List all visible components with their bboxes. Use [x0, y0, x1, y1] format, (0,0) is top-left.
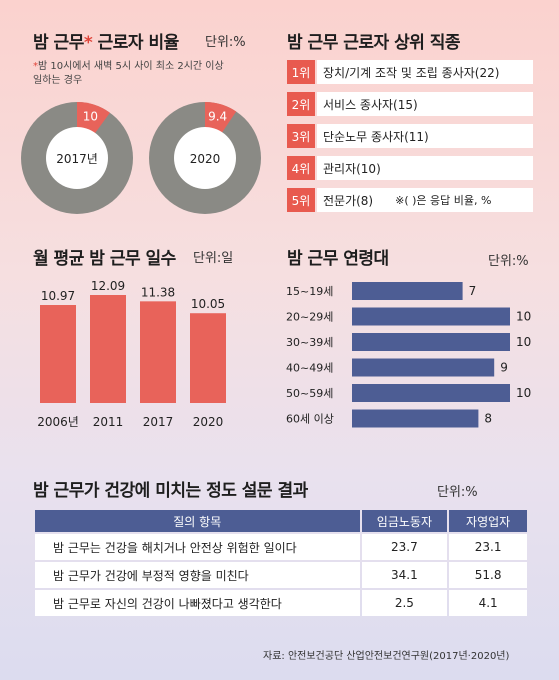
rank-text: 전문가(8) ※( )은 응답 비율, % — [317, 188, 533, 212]
col-header-question: 질의 항목 — [35, 510, 360, 532]
table-header-row: 질의 항목 임금노동자 자영업자 — [35, 510, 527, 532]
jobs-list-item: 4위 관리자(10) — [287, 156, 533, 180]
jobs-list-item: 3위 단순노무 종사자(11) — [287, 124, 533, 148]
hbar — [352, 358, 495, 377]
survey-unit: 단위:% — [437, 485, 478, 500]
cell-employee: 23.7 — [361, 534, 448, 560]
hbar-category-label: 30~39세 — [286, 336, 333, 349]
bar-category-label: 2017 — [143, 415, 174, 429]
donut-value-label: 10 — [83, 110, 98, 124]
rank-badge: 3위 — [287, 124, 315, 148]
jobs-title: 밤 근무 근로자 상위 직종 — [287, 33, 461, 53]
bar-value-label: 11.38 — [141, 285, 175, 299]
hbar-category-label: 15~19세 — [286, 285, 333, 298]
cell-employee: 34.1 — [361, 562, 448, 588]
cell-employee: 2.5 — [361, 590, 448, 616]
ratio-unit: 단위:% — [205, 35, 246, 50]
bar — [90, 295, 126, 403]
hbar-value-label: 9 — [500, 361, 508, 375]
bar-category-label: 2020 — [193, 415, 224, 429]
hbar-value-label: 10 — [516, 386, 531, 400]
hbar-value-label: 10 — [516, 335, 531, 349]
table-row: 밤 근무는 건강을 해치거나 안전상 위험한 일이다 23.7 23.1 — [35, 534, 527, 560]
rank-text: 장치/기계 조작 및 조립 종사자(22) — [317, 60, 533, 84]
rank-text: 서비스 종사자(15) — [317, 92, 533, 116]
donut-hole — [174, 127, 236, 189]
survey-title: 밤 근무가 건강에 미치는 정도 설문 결과 — [33, 481, 308, 501]
rank-badge: 4위 — [287, 156, 315, 180]
cell-question: 밤 근무가 건강에 부정적 영향을 미친다 — [35, 562, 360, 588]
survey-table: 질의 항목 임금노동자 자영업자 밤 근무는 건강을 해치거나 안전상 위험한 … — [33, 508, 529, 618]
cell-selfemployed: 4.1 — [449, 590, 527, 616]
jobs-list-item: 5위 전문가(8) ※( )은 응답 비율, % — [287, 188, 533, 212]
hbar-category-label: 60세 이상 — [286, 413, 334, 426]
hbar — [352, 307, 510, 326]
bar — [190, 313, 226, 403]
hbar-value-label: 10 — [516, 310, 531, 324]
bar-value-label: 12.09 — [91, 279, 125, 293]
col-header-selfemployed: 자영업자 — [449, 510, 527, 532]
donut-1: 9.4 2020 — [149, 102, 261, 214]
hbar-value-label: 8 — [484, 412, 492, 426]
cell-selfemployed: 23.1 — [449, 534, 527, 560]
hbar — [352, 409, 479, 428]
donut-0: 10 2017년 — [21, 102, 133, 214]
bar — [40, 305, 76, 403]
hbar-category-label: 40~49세 — [286, 362, 333, 375]
cell-question: 밤 근무는 건강을 해치거나 안전상 위험한 일이다 — [35, 534, 360, 560]
col-header-employee: 임금노동자 — [361, 510, 448, 532]
ratio-note: *밤 10시에서 새벽 5시 사이 최소 2시간 이상 일하는 경우 — [33, 61, 224, 86]
monthly-unit: 단위:일 — [193, 251, 234, 266]
monthly-bar-chart: 10.97 2006년 12.09 2011 11.38 2017 10.05 2020 — [37, 279, 226, 429]
rank-badge: 2위 — [287, 92, 315, 116]
bar-value-label: 10.05 — [191, 297, 225, 311]
cell-selfemployed: 51.8 — [449, 562, 527, 588]
rank-badge: 1위 — [287, 60, 315, 84]
hbar — [352, 384, 510, 402]
bar — [140, 301, 176, 403]
age-unit: 단위:% — [488, 254, 529, 269]
rank-text: 관리자(10) — [317, 156, 533, 180]
cell-question: 밤 근무로 자신의 건강이 나빠졌다고 생각한다 — [35, 590, 360, 616]
bar-value-label: 10.97 — [41, 289, 75, 303]
bar-category-label: 2011 — [93, 415, 124, 429]
table-row: 밤 근무로 자신의 건강이 나빠졌다고 생각한다 2.5 4.1 — [35, 590, 527, 616]
hbar — [352, 282, 463, 300]
age-bar-chart: 15~19세 7 20~29세 10 30~39세 10 40~49세 9 50~59세 10 60… — [286, 282, 531, 428]
jobs-list-item: 2위 서비스 종사자(15) — [287, 92, 533, 116]
jobs-list-item: 1위 장치/기계 조작 및 조립 종사자(22) — [287, 60, 533, 84]
hbar-category-label: 50~59세 — [286, 387, 333, 400]
source-note: 자료: 안전보건공단 산업안전보건연구원(2017년·2020년) — [263, 651, 510, 662]
rank-badge: 5위 — [287, 188, 315, 212]
hbar-category-label: 20~29세 — [286, 311, 333, 324]
jobs-note: ※( )은 응답 비율, % — [395, 194, 492, 207]
donut-hole — [46, 127, 108, 189]
hbar — [352, 333, 510, 351]
bar-category-label: 2006년 — [37, 415, 79, 429]
monthly-title: 월 평균 밤 근무 일수 — [33, 249, 176, 269]
age-title: 밤 근무 연령대 — [287, 249, 389, 269]
donut-charts: 10 2017년 9.4 2020 — [21, 102, 261, 214]
donut-year-label: 2017년 — [56, 152, 98, 166]
ratio-title: 밤 근무* 근로자 비율 — [33, 33, 179, 53]
rank-text: 단순노무 종사자(11) — [317, 124, 533, 148]
hbar-value-label: 7 — [469, 284, 477, 298]
table-row: 밤 근무가 건강에 부정적 영향을 미친다 34.1 51.8 — [35, 562, 527, 588]
donut-year-label: 2020 — [190, 152, 221, 166]
donut-value-label: 9.4 — [208, 109, 227, 123]
